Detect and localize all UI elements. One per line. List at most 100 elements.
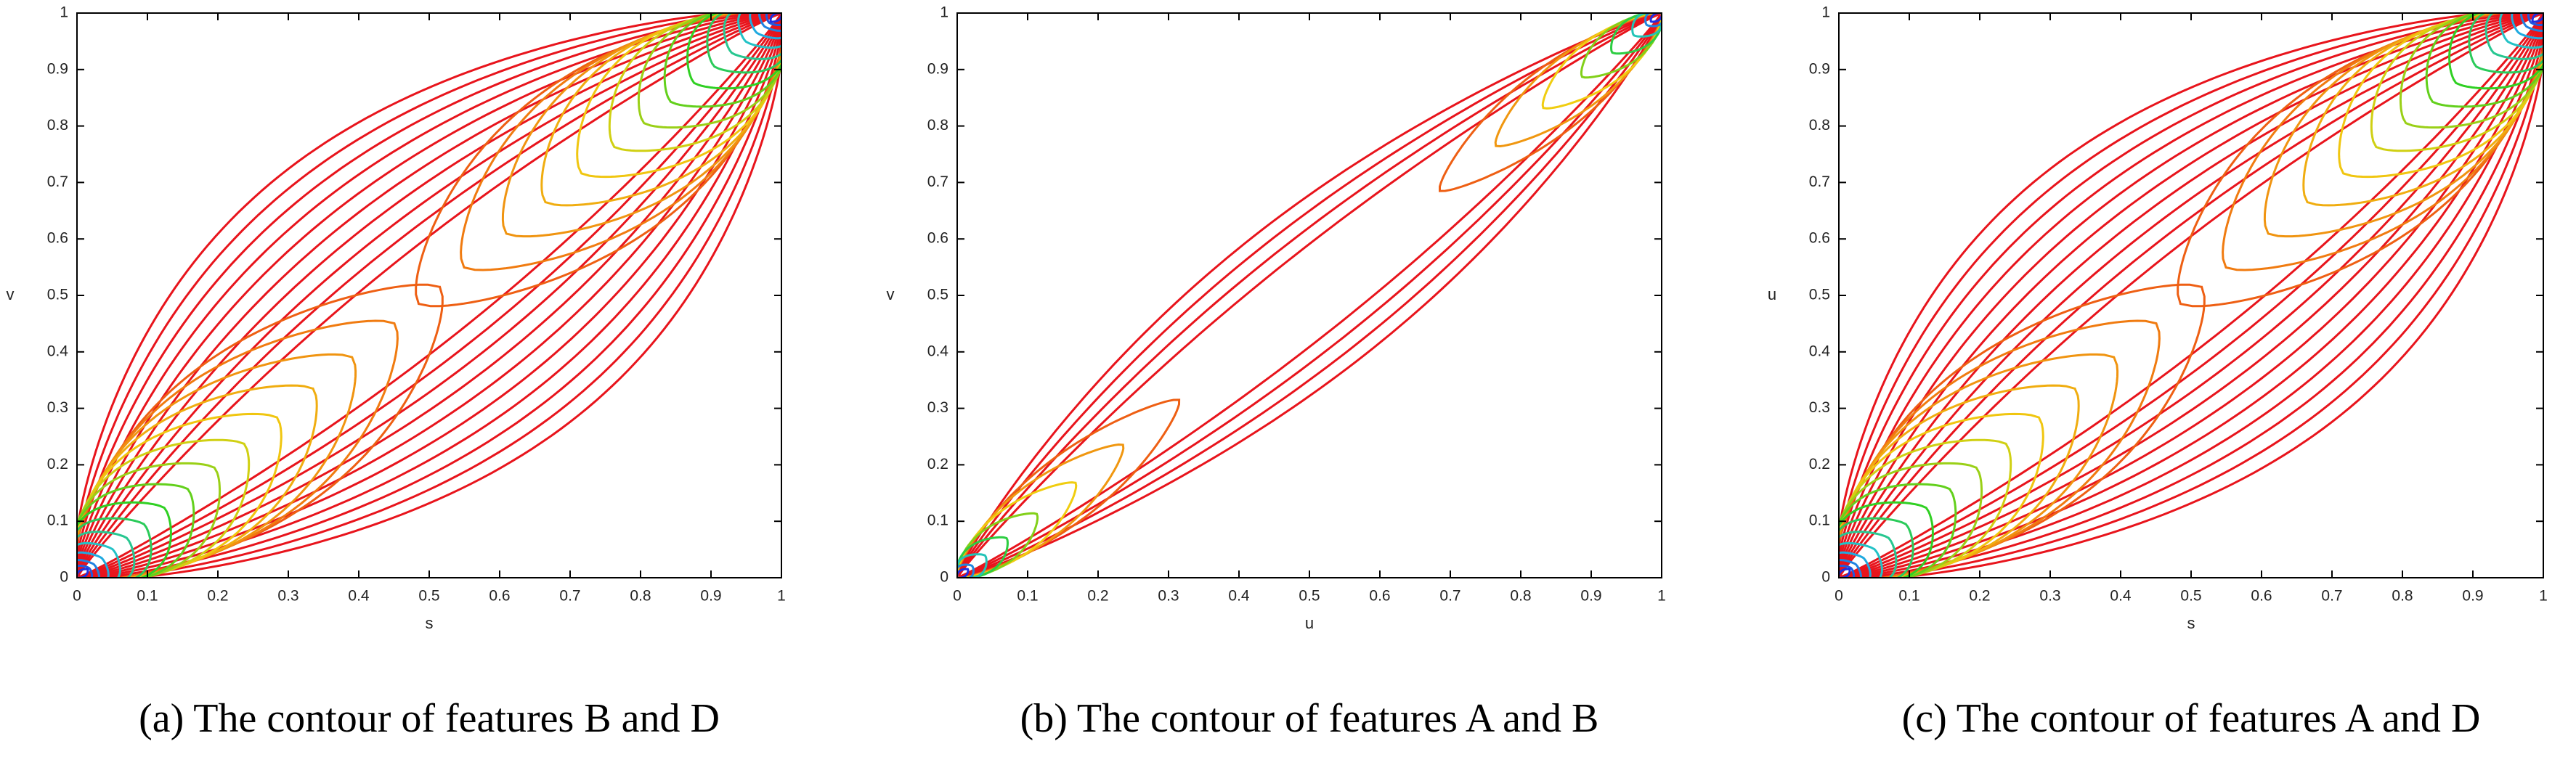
y-axis-label: v <box>887 285 895 303</box>
contour-line <box>1839 565 1856 578</box>
y-tick-label: 0.4 <box>47 343 69 359</box>
contour-line <box>77 412 283 578</box>
contour-line <box>77 13 781 578</box>
contour-line <box>2302 13 2543 207</box>
x-tick-label: 0.2 <box>207 588 228 605</box>
contour-line <box>1839 531 1898 578</box>
y-tick-label: 0.5 <box>927 287 948 303</box>
caption: (b) The contour of features A and B <box>1020 696 1599 741</box>
contour-line <box>77 319 399 578</box>
contour-line <box>1839 501 1934 578</box>
y-tick-label: 1 <box>1821 4 1830 21</box>
y-tick-label: 1 <box>940 4 948 21</box>
y-tick-label: 0.6 <box>47 230 68 247</box>
contour-line <box>957 563 975 578</box>
contour-line <box>2425 13 2543 108</box>
contour-line <box>1839 13 2543 578</box>
contour-line <box>1839 559 1862 578</box>
x-tick-label: 1 <box>1657 588 1666 605</box>
contour-line <box>2338 13 2543 179</box>
x-axis-label: s <box>2187 614 2195 632</box>
x-tick-label: 0 <box>1835 588 1843 605</box>
y-tick-label: 0.3 <box>1809 399 1830 416</box>
y-tick-label: 0 <box>940 569 948 586</box>
plot-area <box>957 13 1662 578</box>
contour-line <box>957 512 1039 578</box>
contour-line <box>77 541 121 578</box>
x-tick-label: 0.9 <box>1580 588 1601 605</box>
contour-line <box>749 13 781 40</box>
y-tick-label: 0.9 <box>927 60 948 77</box>
contour-line <box>957 13 1662 578</box>
x-tick-label: 0.7 <box>1439 588 1460 605</box>
contour-line <box>77 13 781 578</box>
contour-line <box>1839 438 2012 578</box>
contour-line <box>1839 517 1914 578</box>
x-tick-label: 0.8 <box>630 588 651 605</box>
contour-line <box>706 13 781 74</box>
contour-line <box>501 13 781 238</box>
y-tick-label: 0.1 <box>927 512 948 529</box>
contour-line <box>77 13 781 578</box>
contour-line <box>1649 13 1662 23</box>
contour-line <box>957 13 1662 578</box>
y-tick-label: 0.2 <box>47 456 68 472</box>
y-axis-label: u <box>1768 285 1776 303</box>
contour-line <box>77 501 172 578</box>
x-tick-label: 1 <box>777 588 786 605</box>
contour-line <box>1839 13 2543 578</box>
x-tick-label: 0.6 <box>489 588 510 605</box>
contour-line <box>77 551 110 578</box>
x-tick-label: 0.1 <box>137 588 158 605</box>
y-tick-label: 0.8 <box>927 117 948 134</box>
contour-line <box>1839 13 2543 578</box>
y-tick-label: 0.7 <box>47 173 68 190</box>
x-tick-label: 0.5 <box>1299 588 1320 605</box>
contour-line <box>1839 462 1983 578</box>
x-tick-label: 0.9 <box>2462 588 2483 605</box>
y-tick-label: 0.5 <box>47 287 68 303</box>
contour-line <box>77 438 251 578</box>
y-tick-label: 0.5 <box>1809 287 1830 303</box>
y-tick-label: 0 <box>1821 569 1830 586</box>
caption: (a) The contour of features B and D <box>139 696 720 741</box>
contour-line <box>1839 13 2543 578</box>
contour-line <box>663 13 781 108</box>
x-axis-label: u <box>1305 614 1314 632</box>
caption: (c) The contour of features A and D <box>1902 696 2481 741</box>
contour-line <box>737 13 781 49</box>
contour-line <box>1839 353 2119 578</box>
x-tick-label: 0.3 <box>2039 588 2060 605</box>
x-tick-label: 0.9 <box>700 588 721 605</box>
x-tick-label: 0.6 <box>1369 588 1390 605</box>
contour-line <box>77 559 100 578</box>
contour-line <box>1580 13 1662 79</box>
contour-line <box>1609 13 1662 55</box>
contour-line <box>77 384 318 578</box>
contour-line <box>769 13 781 23</box>
contour-line <box>1839 13 2543 578</box>
contour-line <box>1839 319 2161 578</box>
y-tick-label: 0.1 <box>1809 512 1830 529</box>
contour-line <box>2499 13 2543 49</box>
y-tick-label: 0.8 <box>47 117 68 134</box>
x-tick-label: 0.2 <box>1969 588 1990 605</box>
x-tick-label: 0.5 <box>418 588 439 605</box>
contour-line <box>2527 13 2543 26</box>
x-tick-label: 0.5 <box>2180 588 2201 605</box>
contour-line <box>957 443 1125 578</box>
y-tick-label: 0.6 <box>927 230 948 247</box>
contour-line <box>1839 551 1872 578</box>
y-tick-label: 0.9 <box>1809 60 1830 77</box>
contour-line <box>77 283 444 578</box>
x-tick-label: 0.8 <box>1510 588 1531 605</box>
y-tick-label: 0.2 <box>927 456 948 472</box>
contour-line <box>1541 13 1662 110</box>
y-tick-label: 0.4 <box>1809 343 1831 359</box>
contour-line <box>77 483 195 578</box>
contour-line <box>2484 13 2543 60</box>
contour-line <box>1839 283 2206 578</box>
x-tick-label: 0.3 <box>1158 588 1179 605</box>
contour-line <box>1439 13 1662 192</box>
